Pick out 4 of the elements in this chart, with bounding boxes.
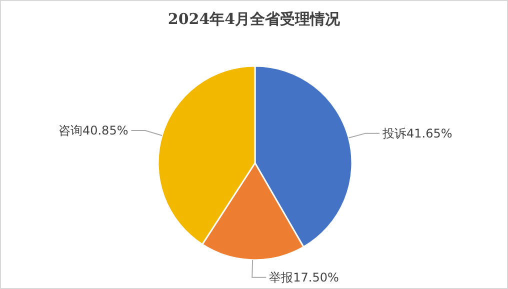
slice-label: 投诉41.65% (382, 126, 452, 140)
chart-title: 2024年4月全省受理情况 (168, 10, 342, 28)
slice-label: 咨询40.85% (58, 124, 128, 138)
slice-label: 举报17.50% (269, 270, 339, 284)
